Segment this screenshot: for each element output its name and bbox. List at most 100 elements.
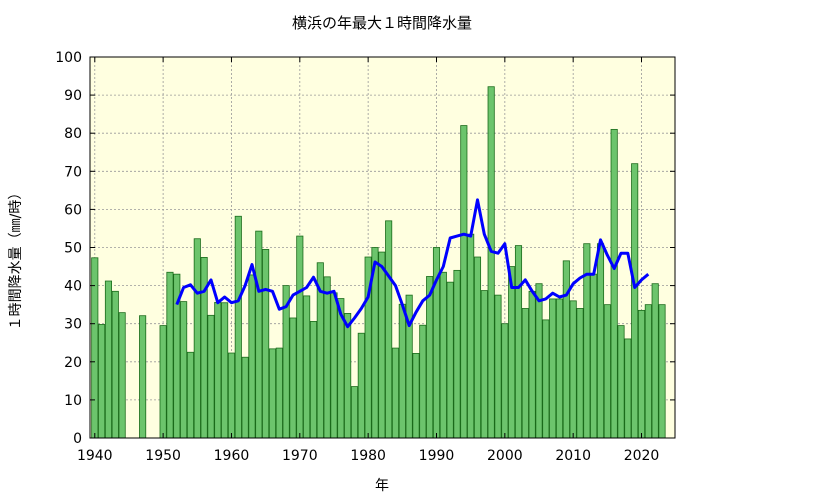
y-tick-labels: 0 10 20 30 40 50 60 70 80 90 100: [55, 50, 82, 447]
x-tick-label: 1980: [350, 448, 386, 464]
bar: [378, 251, 386, 439]
bar: [268, 348, 277, 439]
bar: [98, 324, 106, 439]
x-tick-label: 1960: [214, 448, 250, 464]
bar: [446, 281, 454, 439]
bar: [487, 86, 495, 439]
bars: [91, 86, 666, 439]
bar: [193, 238, 201, 439]
bar: [248, 274, 256, 439]
y-tick-label: 50: [64, 241, 82, 257]
y-tick-label: 60: [64, 202, 82, 218]
bar: [255, 230, 263, 439]
bar: [159, 325, 167, 439]
y-tick-label: 70: [64, 164, 82, 180]
bar: [419, 324, 427, 439]
y-tick-label: 10: [64, 393, 82, 409]
x-tick-label: 2010: [555, 448, 591, 464]
x-axis-title: 年: [375, 478, 389, 494]
bar: [644, 304, 652, 439]
bar: [562, 260, 570, 439]
bar: [398, 303, 406, 439]
bar: [214, 301, 222, 439]
bar: [180, 301, 188, 439]
bar: [439, 271, 447, 439]
bar: [221, 302, 229, 439]
y-axis-title: １時間降水量（㎜/時）: [8, 186, 24, 331]
moving-average-line: [175, 198, 650, 329]
bar: [241, 356, 249, 439]
bar: [494, 294, 502, 439]
bar: [262, 249, 270, 439]
bar: [651, 283, 659, 439]
bar: [330, 292, 338, 439]
bar: [385, 220, 393, 439]
bar: [637, 309, 646, 439]
bar: [467, 233, 475, 439]
bar: [227, 352, 236, 439]
y-tick-label: 80: [64, 126, 82, 142]
chart-title: 横浜の年最大１時間降水量: [292, 14, 472, 32]
bar: [296, 235, 304, 439]
bar: [535, 283, 543, 439]
bar: [596, 243, 605, 439]
y-tick-label: 20: [64, 355, 82, 371]
bar: [309, 321, 318, 439]
bar: [289, 317, 297, 439]
bar: [610, 128, 618, 439]
line-series: [175, 198, 650, 329]
bar: [207, 314, 215, 439]
bar: [658, 304, 666, 439]
x-tick-label: 2000: [487, 448, 523, 464]
bar: [91, 257, 99, 439]
bar: [391, 347, 400, 439]
y-tick-label: 30: [64, 317, 82, 333]
y-tick-label: 40: [64, 279, 82, 295]
bar: [104, 280, 112, 439]
y-tick-label: 0: [73, 431, 82, 447]
bar: [111, 290, 119, 439]
bar: [555, 298, 564, 439]
bar: [569, 300, 577, 439]
bar: [275, 347, 283, 439]
bar: [234, 215, 242, 439]
x-tick-label: 2020: [624, 448, 660, 464]
bar: [480, 290, 488, 439]
bar: [528, 290, 536, 439]
bar: [357, 332, 365, 439]
bar: [549, 298, 557, 439]
x-tick-label: 1950: [145, 448, 181, 464]
bar: [508, 266, 516, 439]
bar: [521, 308, 529, 439]
bar: [166, 271, 174, 439]
bar: [617, 325, 625, 439]
bar: [576, 308, 584, 439]
bar: [303, 295, 311, 439]
bar: [453, 269, 461, 439]
x-tick-label: 1970: [282, 448, 318, 464]
bar: [624, 338, 632, 439]
bar: [590, 273, 598, 439]
y-tick-label: 100: [55, 50, 82, 66]
y-tick-label: 90: [64, 88, 82, 104]
bar: [514, 245, 523, 439]
bar: [603, 304, 611, 439]
bar: [542, 319, 550, 439]
x-tick-label: 1990: [419, 448, 455, 464]
bar: [350, 386, 359, 439]
bar: [412, 353, 420, 439]
axis-ticks: [90, 56, 675, 439]
bar: [118, 312, 126, 439]
bar: [460, 125, 468, 439]
bar: [631, 163, 639, 439]
bar: [344, 313, 352, 439]
bar: [501, 323, 509, 439]
bar: [139, 315, 147, 439]
bar: [323, 276, 331, 439]
x-tick-label: 1940: [77, 448, 113, 464]
x-tick-labels: 1940 1950 1960 1970 1980 1990 2000 2010 2020: [77, 448, 659, 464]
bar: [473, 256, 482, 439]
bar: [186, 351, 195, 439]
bar: [426, 276, 434, 439]
